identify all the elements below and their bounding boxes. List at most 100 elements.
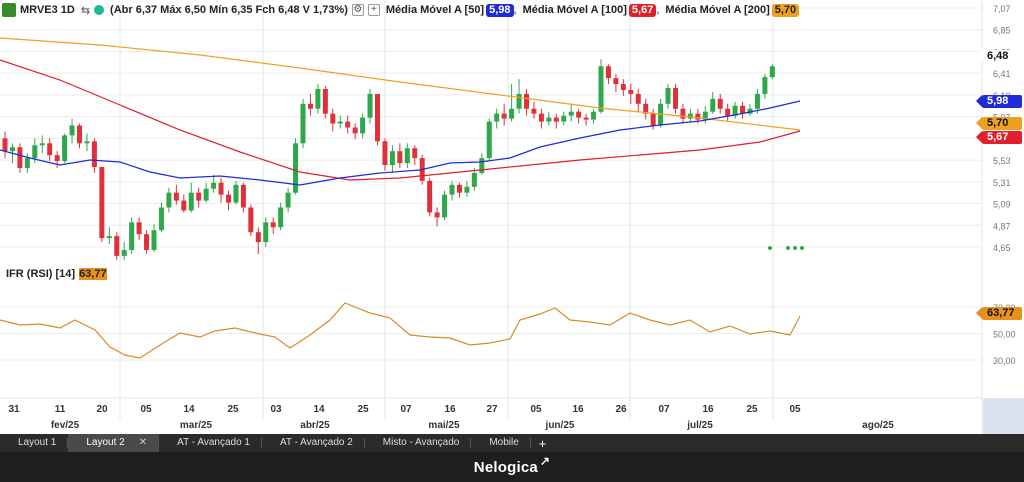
time-month-label: ago/25 [862,420,894,431]
candle-body [352,127,358,134]
candle-body [598,66,604,112]
add-indicator-icon[interactable]: + [367,4,380,16]
brand-mark-icon: ↗ [539,454,551,468]
brand-text: Nelogica [473,458,538,476]
candle-body [665,87,671,104]
rsi-value: 63,77 [79,268,107,280]
candle-body [233,184,239,203]
tab-at-avan-ado-2[interactable]: AT - Avançado 2 [262,434,365,452]
candle-body [255,232,261,243]
candle-body [695,113,701,120]
asset-logo-icon [2,3,16,17]
time-day-label: 20 [96,404,108,415]
time-day-label: 05 [140,404,152,415]
candle-body [568,111,574,116]
time-month-label: jun/25 [545,420,575,431]
close-tab-icon[interactable]: ✕ [138,437,148,448]
candle-body [136,222,142,235]
candle-body [367,93,373,118]
candle-body [211,182,217,189]
rsi-legend[interactable]: IFR (RSI) [14] 63,77 [6,268,107,280]
tab-misto-avan-ado[interactable]: Misto - Avançado [365,434,472,452]
candle-body [330,113,336,124]
price-tick-label: 7,07 [993,4,1011,14]
status-dot-icon [94,5,105,15]
settings-icon[interactable]: ⚙ [351,4,364,16]
price-tick-label: 6,85 [993,26,1011,36]
sep: , [513,4,517,16]
candle-body [322,88,328,114]
candle-body [270,222,276,228]
brand-logo: Nelogica ↗ [473,454,550,476]
arrows-icon[interactable]: ⇆ [80,4,91,17]
candle-body [2,138,8,152]
signal-dot [786,246,790,250]
candle-body [754,93,760,109]
candle-body [278,207,284,228]
tab-label: AT - Avançado 1 [177,437,250,448]
candle-body [680,108,686,119]
candle-body [99,167,105,239]
candle-body [613,78,619,85]
candle-body [181,200,187,211]
time-day-label: 16 [444,404,456,415]
add-tab-button[interactable]: + [538,435,547,451]
navigator-box[interactable] [983,398,1024,434]
candle-body [77,125,82,144]
time-day-label: 05 [530,404,542,415]
candle-body [464,186,470,193]
time-day-label: 14 [313,404,325,415]
candle-body [471,172,477,187]
candle-body [687,113,693,119]
candle-body [553,117,559,122]
candle-body [494,113,500,122]
candle-body [173,192,179,201]
ma50-value: 5,98 [486,3,514,17]
candle-body [524,93,529,109]
candle-body [196,192,202,201]
tab-layout-2[interactable]: Layout 2 ✕ [68,434,160,452]
candle-body [404,148,410,164]
tab-mobile[interactable]: Mobile [471,434,531,452]
candle-body [248,207,254,233]
candle-body [434,212,440,218]
candle-body [516,93,522,109]
time-day-label: 25 [746,404,758,415]
rsi-tick-label: 30,00 [993,356,1016,366]
tab-label: Misto - Avançado [382,437,460,448]
ma100-value: 5,67 [628,3,657,17]
tab-at-avan-ado-1[interactable]: AT - Avançado 1 [159,434,262,452]
candle-body [673,87,678,109]
time-day-label: 07 [658,404,670,415]
candle-body [24,158,30,168]
time-day-label: 25 [357,404,369,415]
candle-body [375,93,380,142]
candle-body [546,117,552,122]
ma100-label[interactable]: Média Móvel A [100] [522,4,627,16]
candle-body [360,117,366,134]
candle-body [263,222,269,243]
ma50-label[interactable]: Média Móvel A [50] [385,4,485,16]
ma200-label[interactable]: Média Móvel A [200] [665,4,770,16]
candle-body [17,147,23,168]
candle-body [576,111,582,118]
price-chart[interactable]: 7,076,856,636,416,195,975,755,535,315,09… [0,0,1024,434]
time-day-label: 03 [270,404,282,415]
symbol-label[interactable]: MRVE3 1D [20,4,75,16]
tab-layout-1[interactable]: Layout 1 [0,434,69,452]
candle-body [54,155,60,162]
candle-body [762,77,768,94]
chart-legend: MRVE3 1D ⇆ (Abr 6,37 Máx 6,50 Mín 6,35 F… [2,1,800,19]
candle-body [389,151,395,166]
chart-area[interactable]: 7,076,856,636,416,195,975,755,535,315,09… [0,0,1024,434]
candle-body [188,192,194,211]
candle-body [643,103,649,114]
candle-body [129,222,135,250]
tab-label: Mobile [489,437,519,448]
candle-body [702,111,708,120]
signal-dot [793,246,797,250]
price-tick-label: 5,53 [993,156,1011,166]
candle-body [144,234,150,250]
candle-body [300,103,306,144]
